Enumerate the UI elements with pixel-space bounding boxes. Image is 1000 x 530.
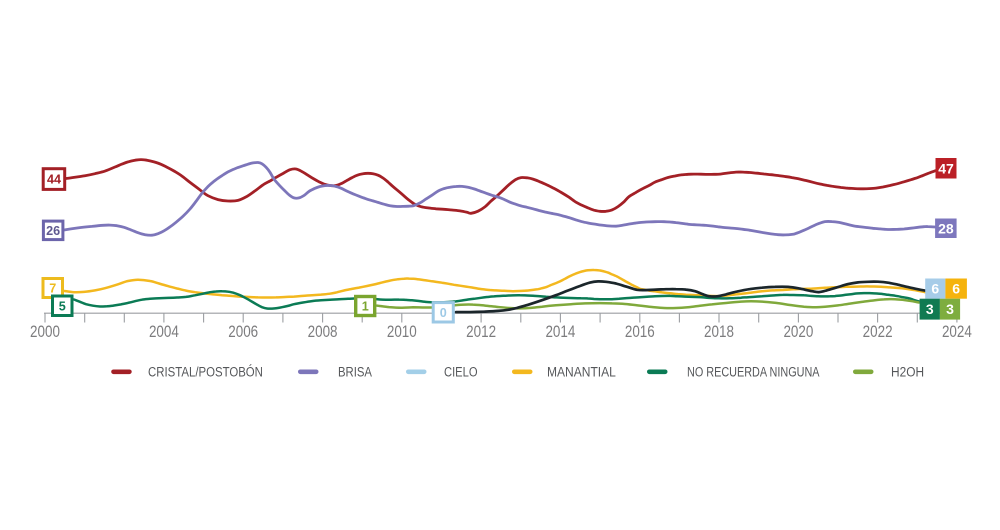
svg-text:47: 47	[938, 160, 954, 176]
svg-text:2006: 2006	[228, 324, 258, 341]
svg-text:CRISTAL/POSTOBÓN: CRISTAL/POSTOBÓN	[148, 363, 263, 379]
svg-text:2020: 2020	[783, 324, 813, 341]
svg-text:26: 26	[46, 224, 60, 238]
svg-text:6: 6	[952, 281, 960, 297]
svg-text:2004: 2004	[149, 324, 179, 341]
svg-text:2014: 2014	[545, 324, 575, 341]
svg-text:6: 6	[931, 281, 939, 297]
svg-text:0: 0	[440, 306, 447, 320]
svg-text:3: 3	[926, 301, 934, 317]
svg-text:2010: 2010	[387, 324, 417, 341]
svg-text:NO RECUERDA NINGUNA: NO RECUERDA NINGUNA	[687, 364, 820, 380]
svg-text:2016: 2016	[625, 324, 655, 341]
svg-text:2018: 2018	[704, 324, 734, 341]
svg-text:1: 1	[362, 300, 369, 314]
svg-text:7: 7	[49, 282, 56, 296]
svg-text:BRISA: BRISA	[338, 363, 372, 379]
svg-text:44: 44	[47, 173, 61, 187]
svg-text:2000: 2000	[30, 324, 60, 341]
svg-text:2008: 2008	[308, 324, 338, 341]
svg-text:3: 3	[946, 301, 954, 317]
svg-text:2012: 2012	[466, 324, 496, 341]
svg-text:28: 28	[938, 220, 954, 236]
svg-text:H2OH: H2OH	[891, 363, 924, 379]
svg-text:5: 5	[59, 299, 66, 313]
svg-text:CIELO: CIELO	[444, 364, 478, 379]
svg-text:MANANTIAL: MANANTIAL	[547, 363, 616, 379]
svg-text:2024: 2024	[942, 324, 972, 341]
svg-text:2022: 2022	[863, 324, 893, 341]
